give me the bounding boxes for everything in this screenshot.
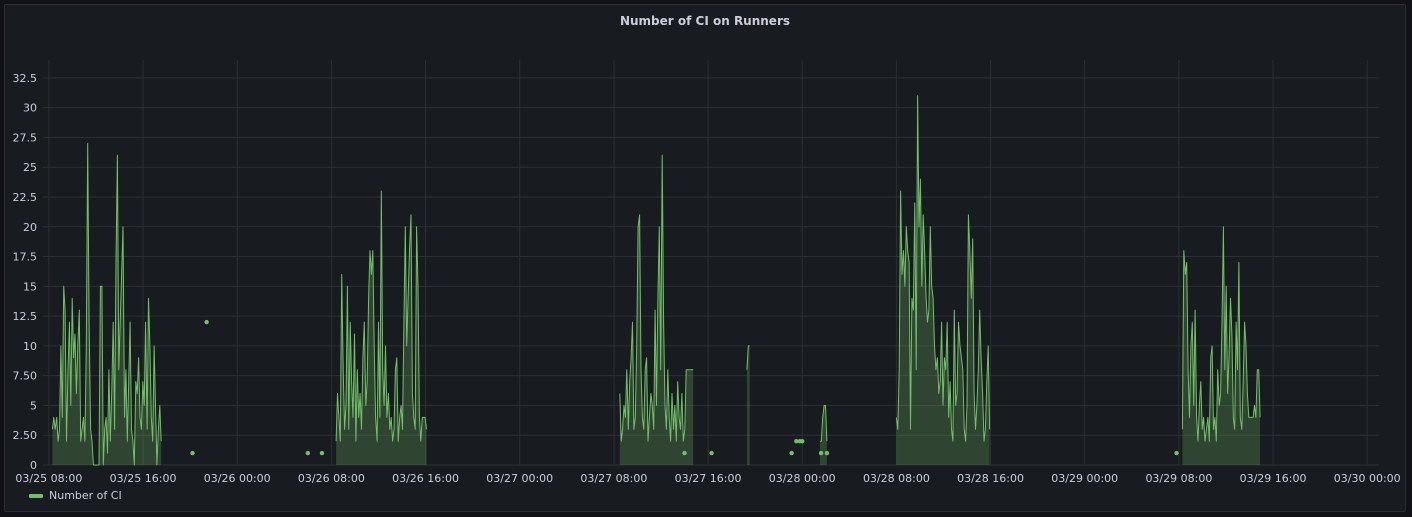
x-tick-label: 03/26 08:00: [298, 472, 365, 485]
data-point: [824, 450, 830, 456]
x-tick-label: 03/26 00:00: [204, 472, 271, 485]
y-tick-label: 17.5: [13, 251, 38, 264]
data-point: [794, 438, 799, 444]
series-line: [51, 142, 162, 466]
y-tick-label: 27.5: [13, 131, 38, 144]
series-line: [895, 95, 991, 442]
series-line: [746, 345, 750, 370]
x-tick-label: 03/30 00:00: [1334, 472, 1401, 485]
y-tick-label: 2.50: [13, 429, 38, 442]
x-tick-label: 03/25 16:00: [110, 472, 177, 485]
x-tick-label: 03/26 16:00: [392, 472, 459, 485]
data-point: [1174, 450, 1179, 456]
series-area: [746, 345, 750, 465]
chart-panel: Number of CI on Runners 0 2.50 5 7.50 10 12.5…: [4, 4, 1406, 512]
x-tick-label: 03/25 08:00: [15, 472, 82, 485]
x-tick-label: 03/29 00:00: [1051, 472, 1118, 485]
y-tick-label: 15: [23, 280, 37, 293]
x-tick-label: 03/28 08:00: [863, 472, 930, 485]
data-point: [818, 450, 824, 456]
series-area: [336, 191, 427, 465]
legend-color-swatch: [29, 493, 43, 498]
x-tick-label: 03/27 00:00: [486, 472, 553, 485]
data-point: [190, 450, 195, 456]
series-area: [896, 95, 990, 465]
data-point: [682, 450, 687, 456]
x-tick-label: 03/29 16:00: [1240, 472, 1307, 485]
legend-label: Number of CI: [49, 489, 122, 502]
y-tick-label: 5: [30, 399, 37, 412]
y-tick-label: 0: [30, 459, 37, 472]
series-area: [52, 143, 162, 465]
panel-title[interactable]: Number of CI on Runners: [619, 14, 791, 28]
legend[interactable]: Number of CI: [29, 489, 122, 502]
series-area: [819, 405, 827, 465]
data-point: [305, 450, 311, 456]
series-area: [1182, 226, 1261, 465]
y-tick-label: 22.5: [13, 191, 38, 204]
x-tick-label: 03/29 08:00: [1145, 472, 1212, 485]
x-tick-label: 03/27 16:00: [675, 472, 742, 485]
series-line: [819, 404, 828, 442]
x-tick-label: 03/28 00:00: [769, 472, 836, 485]
x-tick-label: 03/28 16:00: [957, 472, 1024, 485]
data-point: [800, 438, 805, 444]
data-point: [789, 450, 794, 456]
series-line: [335, 190, 427, 442]
y-tick-label: 25: [23, 161, 37, 174]
data-point: [319, 450, 325, 456]
y-tick-label: 12.5: [13, 310, 38, 323]
data-point: [204, 319, 209, 325]
data-point: [709, 450, 714, 456]
series-line: [1181, 226, 1261, 442]
series-line: [619, 154, 694, 442]
y-tick-label: 7.50: [13, 370, 38, 383]
y-tick-label: 20: [23, 221, 37, 234]
x-tick-label: 03/27 08:00: [580, 472, 647, 485]
y-tick-label: 32.5: [13, 72, 38, 85]
y-tick-label: 30: [23, 102, 37, 115]
time-series-chart[interactable]: 0 2.50 5 7.50 10 12.5 15 17.5 20 22.5 25 27.5 30 32.5…: [5, 5, 1405, 511]
y-tick-label: 10: [23, 340, 37, 353]
